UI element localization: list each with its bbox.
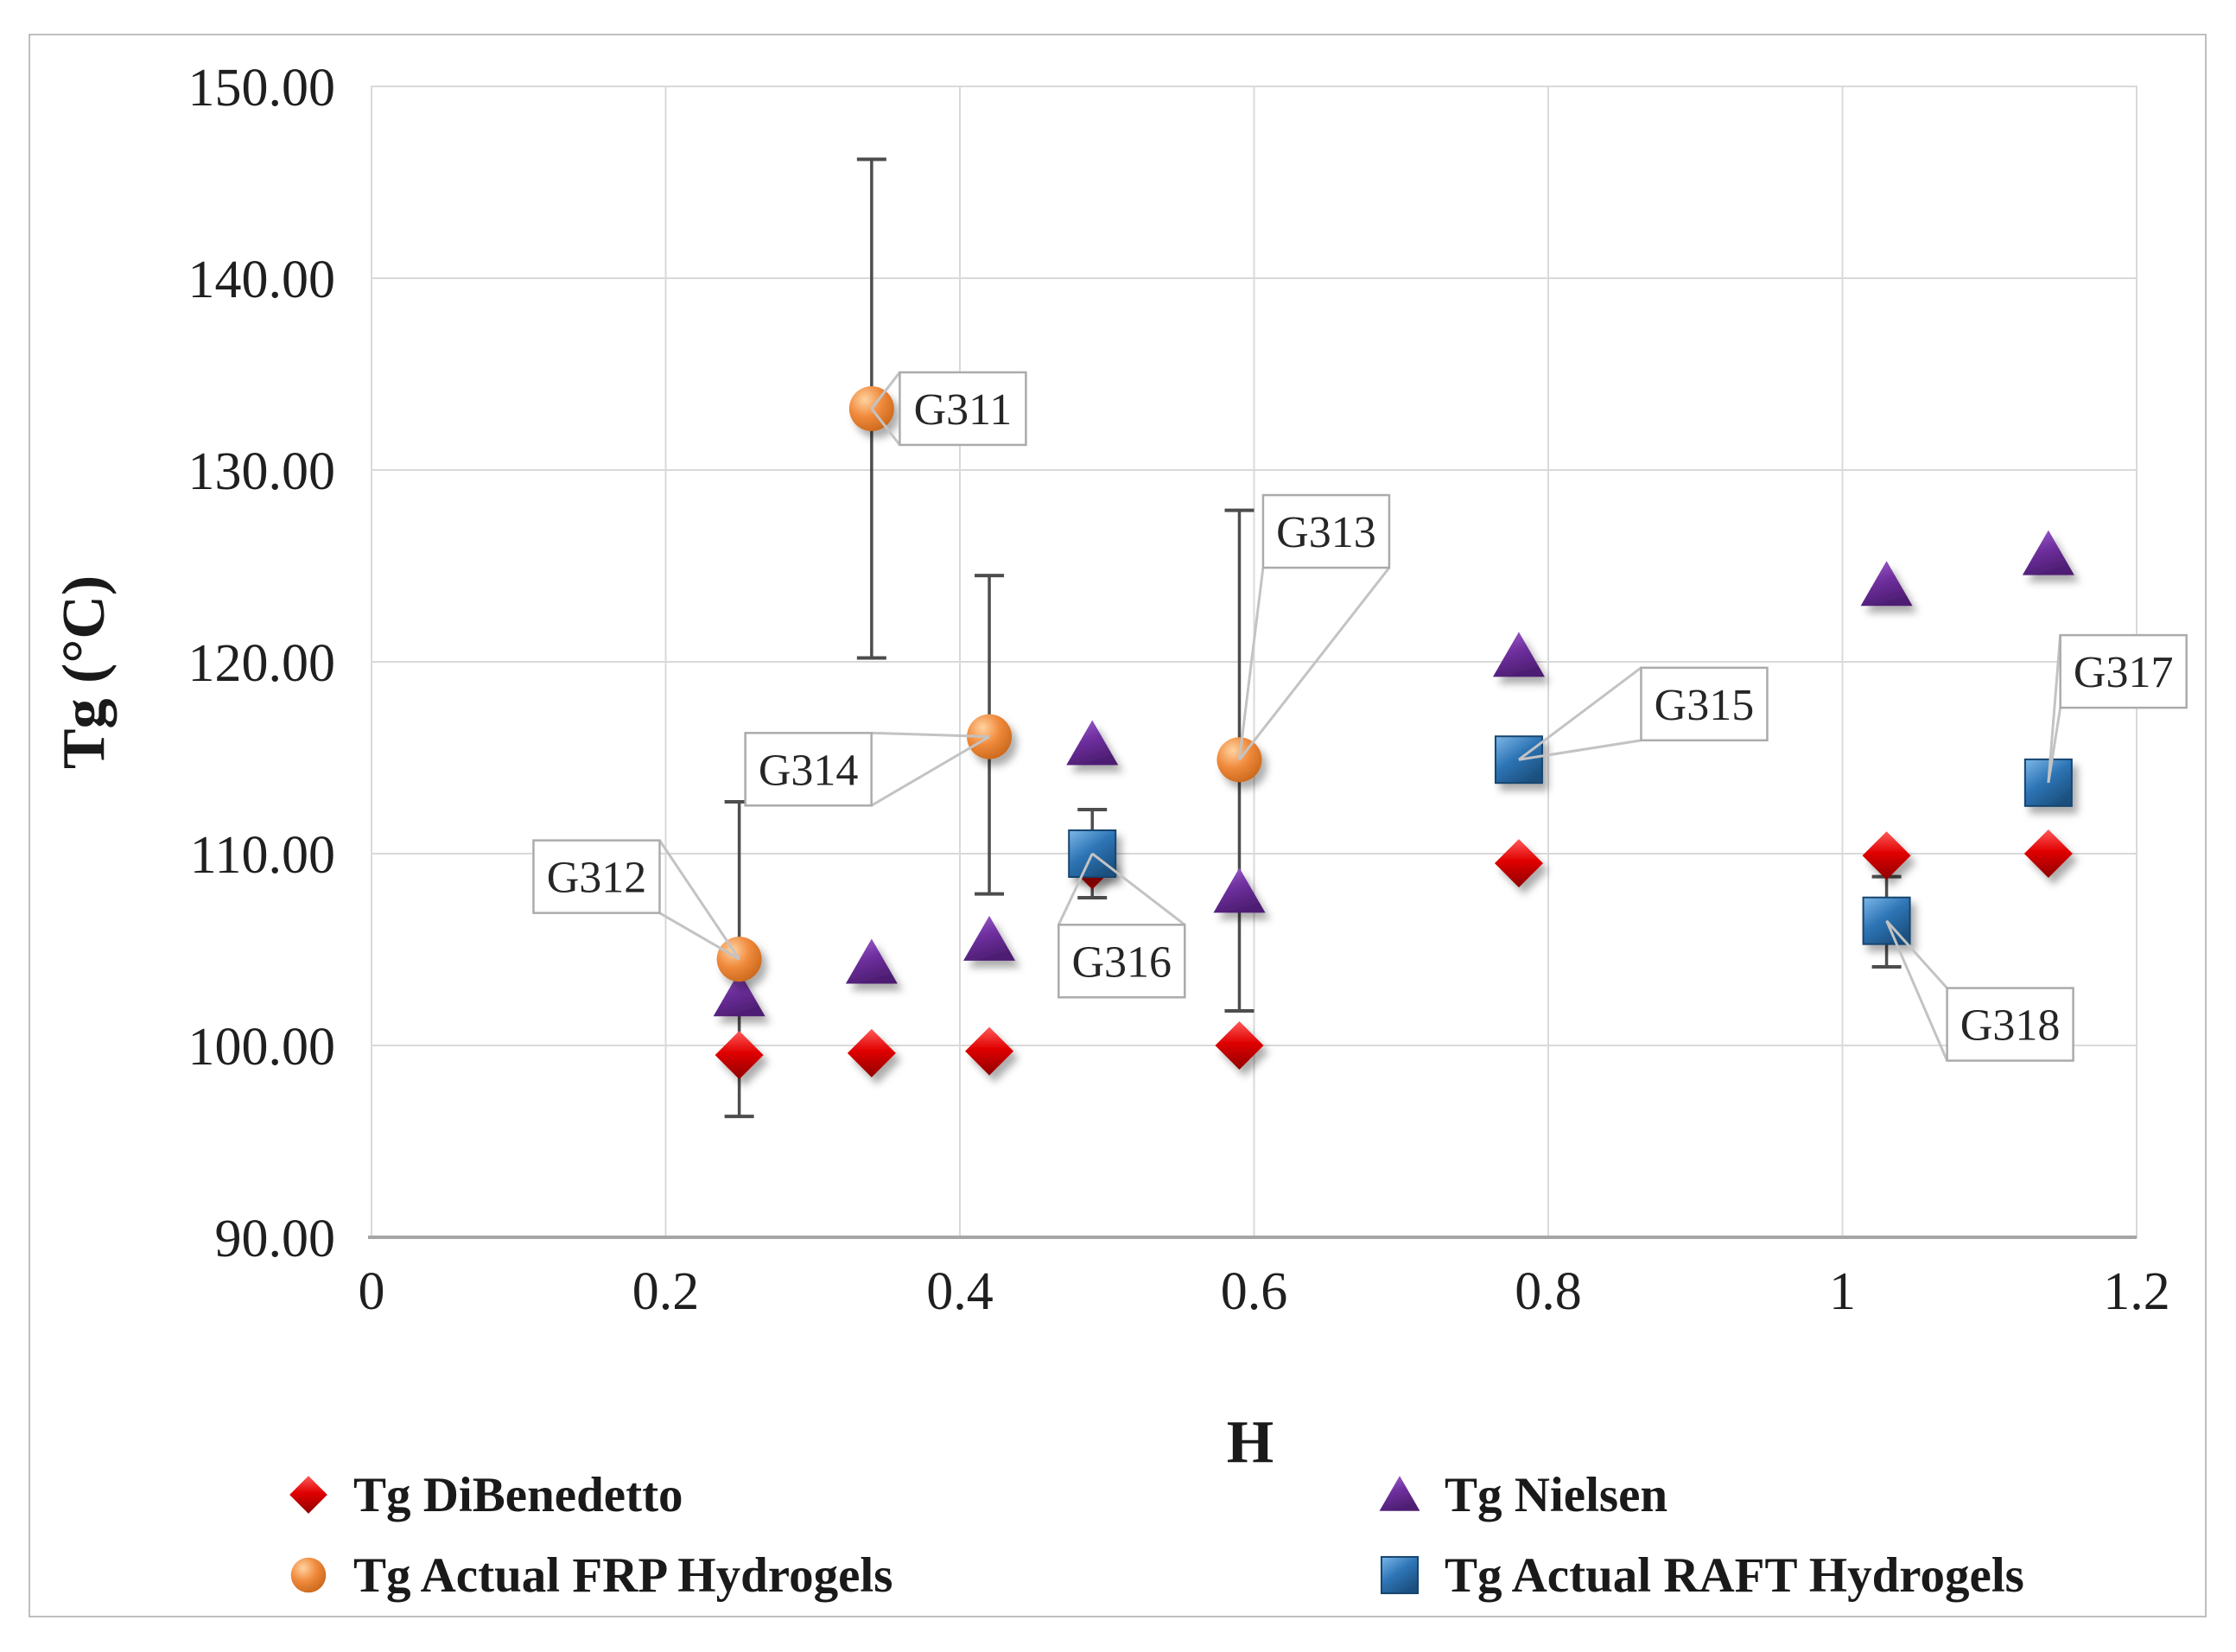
marker-triangle xyxy=(1860,561,1913,607)
annotation-G313: G313 xyxy=(1237,493,1391,761)
marker-triangle xyxy=(845,938,898,984)
marker-triangle xyxy=(1492,632,1545,677)
annotation-label: G313 xyxy=(1276,508,1376,557)
annotation-G316: G316 xyxy=(1057,852,1186,999)
annotation-leader-line xyxy=(871,731,990,739)
y-tick-label: 100.00 xyxy=(188,1018,336,1077)
gridlines xyxy=(368,86,2138,1239)
x-tick-label: 0 xyxy=(359,1262,385,1321)
annotation-leader-line xyxy=(870,735,990,807)
annotation-label: G315 xyxy=(1655,681,1755,730)
error-bars xyxy=(724,157,1902,1119)
marker-diamond xyxy=(2023,829,2073,878)
y-axis-title: Tg (°C) xyxy=(51,575,118,769)
annotation-label: G318 xyxy=(1960,1001,2061,1051)
annotation-G314: G314 xyxy=(744,731,990,807)
axis-tick-labels: 90.00 100.00 110.00 120.00 130.00 140.00 150.0… xyxy=(188,59,2170,1321)
x-tick-label: 1.2 xyxy=(2103,1262,2170,1321)
annotation-leader-line xyxy=(2047,634,2062,783)
marker-diamond xyxy=(715,1031,764,1080)
x-tick-label: 1 xyxy=(1829,1262,1856,1321)
annotation-box xyxy=(532,839,661,914)
annotation-G311: G311 xyxy=(870,371,1027,447)
marker-diamond xyxy=(847,1028,896,1077)
marker-triangle xyxy=(713,971,765,1017)
annotation-box xyxy=(1946,987,2074,1062)
annotation-label: G312 xyxy=(547,854,647,903)
x-tick-label: 0.6 xyxy=(1221,1262,1288,1321)
x-tick-label: 0.8 xyxy=(1515,1262,1582,1321)
annotation-label: G316 xyxy=(1071,937,1172,987)
annotation-leader-line xyxy=(870,408,901,446)
marker-square xyxy=(1494,735,1543,785)
annotation-box xyxy=(1261,493,1391,569)
annotation-box xyxy=(1640,666,1769,742)
annotation-box xyxy=(744,732,873,807)
annotation-leader-line xyxy=(658,912,740,961)
annotation-label: G311 xyxy=(914,385,1013,435)
annotation-leader-line xyxy=(1091,852,1186,926)
y-tick-label: 120.00 xyxy=(188,634,336,693)
marker-triangle xyxy=(2022,530,2074,575)
marker-triangle xyxy=(963,915,1016,961)
annotation-G315: G315 xyxy=(1518,666,1769,761)
annotation-leader-line xyxy=(1518,666,1642,761)
x-axis-title: H xyxy=(1227,1409,1274,1476)
y-tick-label: 90.00 xyxy=(215,1210,336,1268)
annotation-box xyxy=(1058,924,1186,999)
annotation-label: G317 xyxy=(2074,648,2174,697)
data-points xyxy=(713,385,2074,1080)
marker-diamond xyxy=(1862,831,1911,880)
annotation-leader-line xyxy=(658,839,740,960)
annotations: G312 G311 G314 G313 G316 G315 G318 G317 xyxy=(532,371,2188,1062)
annotation-box xyxy=(2059,633,2188,709)
annotation-leader-line xyxy=(1885,920,1948,1062)
annotation-leader-line xyxy=(1885,919,1948,989)
marker-diamond xyxy=(965,1026,1014,1076)
marker-diamond xyxy=(1215,1021,1264,1070)
x-tick-label: 0.4 xyxy=(926,1262,994,1321)
annotation-label: G314 xyxy=(759,746,859,795)
marker-triangle xyxy=(1213,867,1266,913)
annotation-G312: G312 xyxy=(532,839,740,961)
annotation-leader-line xyxy=(1237,567,1265,760)
annotation-leader-line xyxy=(1057,853,1094,925)
y-tick-label: 150.00 xyxy=(188,59,336,118)
y-tick-label: 110.00 xyxy=(190,826,335,885)
annotation-leader-line xyxy=(870,372,901,410)
annotation-G318: G318 xyxy=(1885,919,2074,1062)
y-tick-label: 130.00 xyxy=(188,442,336,501)
annotation-leader-line xyxy=(1238,567,1391,761)
x-tick-label: 0.2 xyxy=(632,1262,700,1321)
marker-diamond xyxy=(1494,839,1543,888)
annotation-leader-line xyxy=(1518,739,1642,761)
y-tick-label: 140.00 xyxy=(188,251,336,309)
annotation-box xyxy=(899,371,1027,447)
marker-triangle xyxy=(1066,720,1119,766)
annotation-G317: G317 xyxy=(2047,633,2188,784)
